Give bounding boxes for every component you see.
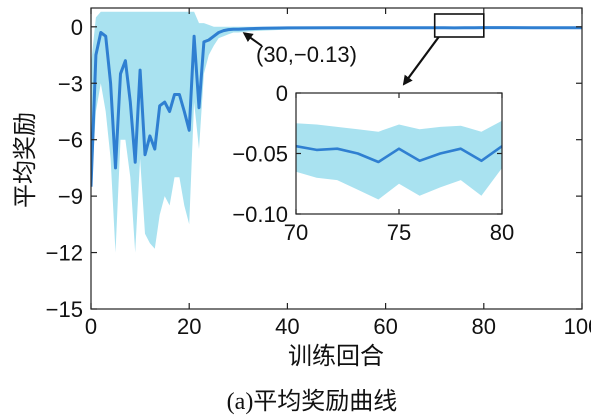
x-tick-label: 80	[472, 314, 496, 339]
confidence-band	[91, 11, 582, 253]
zoom-box	[433, 13, 485, 38]
x-axis-title: 训练回合	[288, 342, 384, 370]
x-tick-label: 100	[564, 314, 591, 339]
y-tick-label: −3	[58, 71, 83, 96]
x-tick-label: 20	[177, 314, 201, 339]
annotation-arrow	[242, 32, 263, 47]
x-tick-label: 40	[275, 314, 299, 339]
y-tick-label: 0	[71, 15, 83, 40]
y-tick-label: −12	[46, 241, 83, 266]
y-axis-title: 平均奖励	[11, 112, 39, 208]
inset-plot: 70 75 80 0 −0.05 −0.10	[232, 81, 514, 245]
y-tick-label: −6	[58, 128, 83, 153]
inset-y-tick-label: 0	[276, 81, 288, 106]
plot-frame	[90, 7, 583, 310]
inset-confidence-band	[296, 120, 502, 200]
main-plot: 0 20 40 60 80 100 0 −3 −6 −9 −12 −15 (30,−0.13)	[46, 7, 591, 339]
y-tick-label: −9	[58, 184, 83, 209]
inset-x-tick-label: 75	[387, 220, 411, 245]
inset-y-tick-label: −0.10	[232, 202, 288, 227]
x-tick-label: 60	[373, 314, 397, 339]
annotation-label: (30,−0.13)	[256, 42, 357, 67]
inset-x-tick-label: 70	[284, 220, 308, 245]
inset-y-tick-label: −0.05	[232, 142, 288, 167]
x-tick-label: 0	[85, 314, 97, 339]
inset-x-tick-label: 80	[490, 220, 514, 245]
figure-caption: (a)平均奖励曲线	[227, 388, 398, 415]
mean-reward-line	[91, 26, 582, 187]
inset-mean-line	[296, 144, 502, 164]
zoom-arrow	[402, 36, 440, 86]
y-tick-label: −15	[46, 297, 83, 322]
labels: 训练回合 平均奖励 (a)平均奖励曲线	[11, 112, 397, 415]
